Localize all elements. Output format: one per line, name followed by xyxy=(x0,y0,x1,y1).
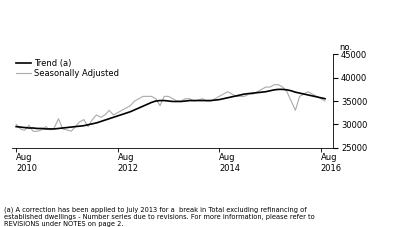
Text: no.: no. xyxy=(339,43,352,52)
Text: (a) A correction has been applied to July 2013 for a  break in Total excluding r: (a) A correction has been applied to Jul… xyxy=(4,207,315,227)
Legend: Trend (a), Seasonally Adjusted: Trend (a), Seasonally Adjusted xyxy=(16,59,119,78)
